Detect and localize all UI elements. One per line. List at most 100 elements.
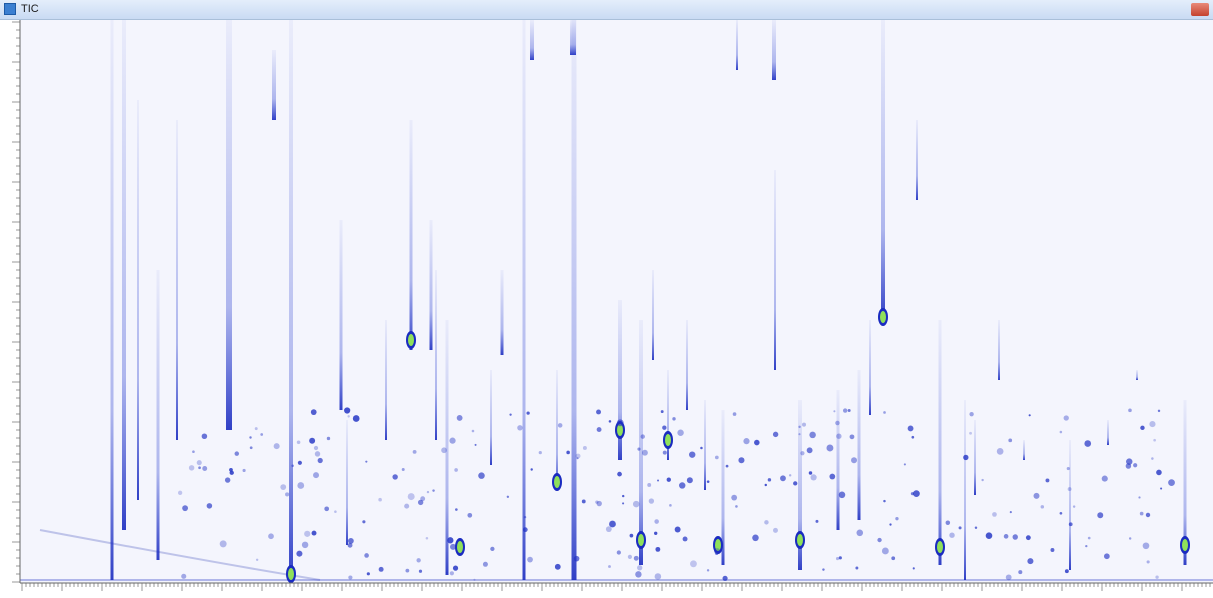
peak-streak bbox=[652, 270, 654, 360]
minor-peak bbox=[450, 544, 456, 550]
minor-peak bbox=[850, 434, 855, 439]
minor-peak bbox=[1073, 505, 1075, 507]
minor-peak bbox=[432, 489, 434, 491]
minor-peak bbox=[738, 457, 744, 463]
minor-peak bbox=[908, 426, 914, 432]
minor-peak bbox=[969, 432, 972, 435]
minor-peak bbox=[883, 500, 885, 502]
peak-streak bbox=[501, 270, 504, 355]
minor-peak bbox=[207, 503, 213, 509]
minor-peak bbox=[539, 451, 542, 454]
minor-peak bbox=[731, 495, 737, 501]
peak-streak bbox=[858, 370, 861, 520]
minor-peak bbox=[467, 513, 472, 518]
minor-peak bbox=[1138, 496, 1140, 498]
minor-peak bbox=[649, 498, 654, 503]
minor-peak bbox=[1026, 535, 1031, 540]
minor-peak bbox=[895, 517, 898, 520]
peak-streak bbox=[774, 170, 776, 370]
minor-peak bbox=[558, 423, 563, 428]
minor-peak bbox=[1160, 487, 1162, 489]
minor-peak bbox=[997, 448, 1004, 455]
minor-peak bbox=[347, 415, 349, 417]
minor-peak bbox=[311, 409, 317, 415]
minor-peak bbox=[318, 458, 323, 463]
minor-peak bbox=[1088, 537, 1091, 540]
minor-peak bbox=[647, 483, 651, 487]
minor-peak bbox=[654, 532, 657, 535]
minor-peak bbox=[949, 532, 954, 537]
minor-peak bbox=[309, 438, 315, 444]
peak-streak bbox=[385, 320, 387, 440]
minor-peak bbox=[249, 436, 251, 438]
minor-peak bbox=[689, 451, 695, 457]
minor-peak bbox=[576, 454, 581, 459]
minor-peak bbox=[507, 496, 509, 498]
minor-peak bbox=[291, 465, 294, 468]
peak-streak bbox=[340, 220, 343, 410]
minor-peak bbox=[250, 446, 253, 449]
minor-peak bbox=[683, 536, 688, 541]
minor-peak bbox=[509, 414, 511, 416]
minor-peak bbox=[1147, 560, 1150, 563]
minor-peak bbox=[202, 466, 207, 471]
minor-peak bbox=[362, 520, 365, 523]
peak-streak bbox=[704, 400, 706, 490]
minor-peak bbox=[809, 471, 812, 474]
minor-peak bbox=[773, 528, 778, 533]
minor-peak bbox=[798, 433, 800, 435]
minor-peak bbox=[655, 547, 660, 552]
minor-peak bbox=[617, 419, 624, 426]
minor-peak bbox=[752, 535, 759, 542]
minor-peak bbox=[229, 468, 233, 472]
minor-peak bbox=[836, 434, 841, 439]
peak-streak bbox=[1136, 370, 1138, 380]
peak-streak bbox=[974, 420, 976, 495]
minor-peak bbox=[457, 415, 463, 421]
minor-peak bbox=[675, 527, 681, 533]
minor-peak bbox=[622, 495, 624, 497]
minor-peak bbox=[622, 502, 624, 504]
minor-peak bbox=[446, 572, 448, 574]
minor-peak bbox=[526, 411, 529, 414]
minor-peak bbox=[1068, 487, 1072, 491]
window: TIC bbox=[0, 0, 1213, 598]
peak-streak bbox=[572, 20, 577, 580]
minor-peak bbox=[243, 469, 246, 472]
minor-peak bbox=[315, 451, 320, 456]
minor-peak bbox=[1153, 439, 1156, 442]
minor-peak bbox=[793, 481, 797, 485]
minor-peak bbox=[677, 429, 683, 435]
minor-peak bbox=[839, 492, 846, 499]
minor-peak bbox=[1018, 570, 1022, 574]
minor-peak bbox=[268, 533, 274, 539]
minor-peak bbox=[743, 438, 749, 444]
minor-peak bbox=[1146, 513, 1150, 517]
minor-peak bbox=[454, 468, 458, 472]
minor-peak bbox=[566, 451, 570, 455]
minor-peak bbox=[596, 410, 601, 415]
peak-streak bbox=[1023, 440, 1025, 460]
minor-peak bbox=[835, 421, 839, 425]
minor-peak bbox=[197, 460, 202, 465]
minor-peak bbox=[402, 468, 405, 471]
minor-peak bbox=[839, 556, 842, 559]
minor-peak bbox=[1027, 558, 1033, 564]
minor-peak bbox=[182, 505, 188, 511]
minor-peak bbox=[661, 410, 664, 413]
minor-peak bbox=[765, 484, 767, 486]
minor-peak bbox=[768, 478, 771, 481]
minor-peak bbox=[1013, 534, 1018, 539]
peak-streak bbox=[772, 20, 776, 80]
minor-peak bbox=[637, 565, 642, 570]
minor-peak bbox=[344, 407, 350, 413]
minor-peak bbox=[975, 526, 977, 528]
minor-peak bbox=[654, 519, 659, 524]
minor-peak bbox=[418, 500, 423, 505]
minor-peak bbox=[285, 492, 289, 496]
minor-peak bbox=[641, 434, 645, 438]
close-button[interactable] bbox=[1191, 3, 1209, 16]
minor-peak bbox=[1060, 512, 1063, 515]
minor-peak bbox=[312, 531, 317, 536]
minor-peak bbox=[1034, 493, 1040, 499]
